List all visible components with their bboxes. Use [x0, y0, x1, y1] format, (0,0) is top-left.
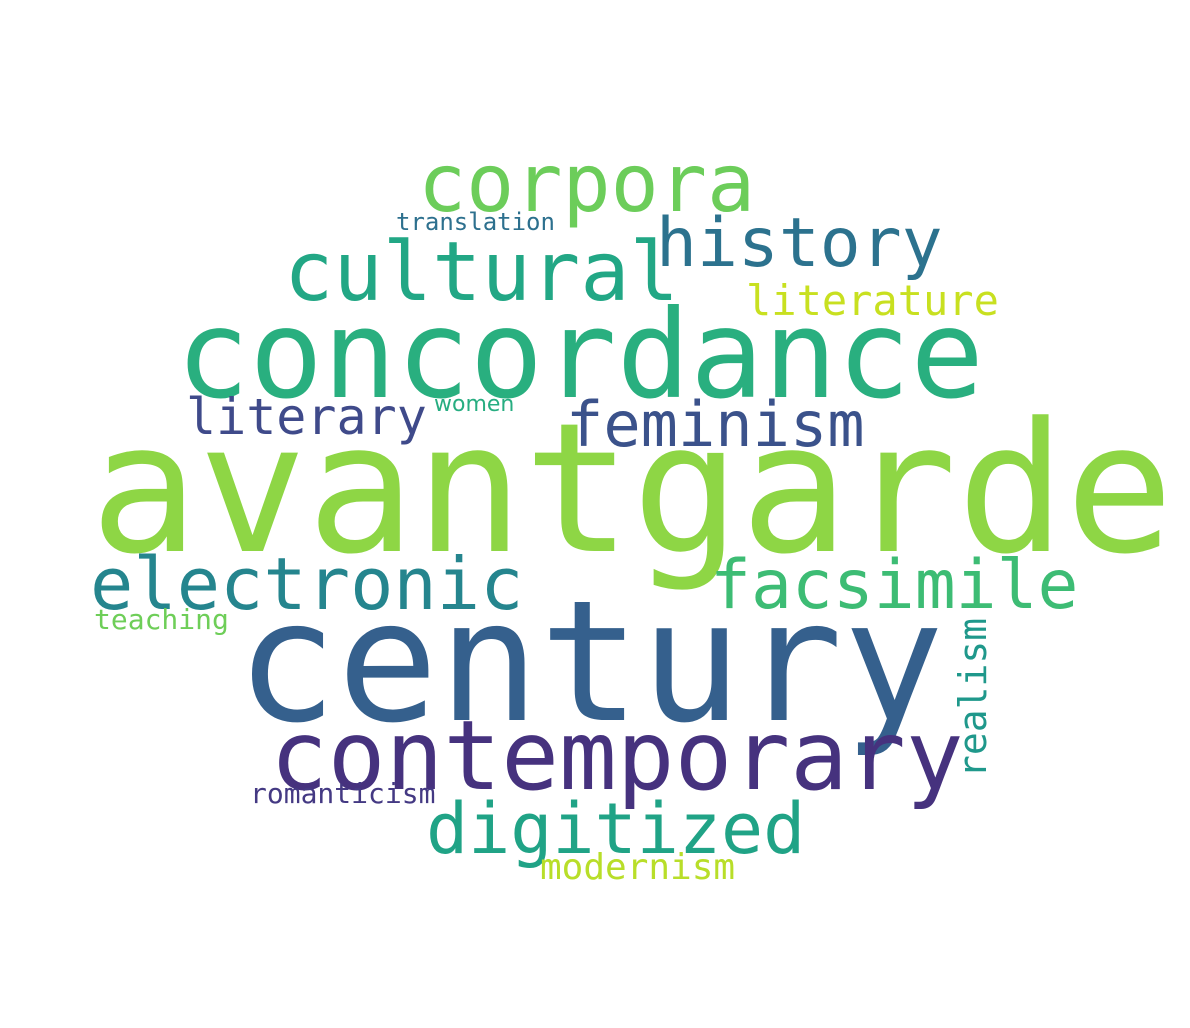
word-history: history — [656, 204, 943, 283]
word-women: women — [434, 392, 515, 417]
word-concordance: concordance — [176, 284, 984, 426]
word-romanticism: romanticism — [250, 777, 436, 810]
word-literary: literary — [186, 388, 427, 446]
word-modernism: modernism — [540, 847, 736, 888]
word-cultural: cultural — [284, 225, 679, 320]
word-teaching: teaching — [94, 603, 229, 636]
word-literature: literature — [746, 276, 999, 325]
word-electronic: electronic — [90, 542, 524, 626]
word-century: century — [236, 564, 945, 760]
word-avantgarde: avantgarde — [90, 385, 1174, 594]
word-feminism: feminism — [566, 388, 865, 461]
word-facsimile: facsimile — [710, 546, 1079, 625]
word-realism: realism — [951, 617, 995, 778]
word-contemporary: contemporary — [270, 700, 964, 812]
word-translation: translation — [396, 208, 555, 236]
word-corpora: corpora — [418, 137, 756, 230]
word-digitized: digitized — [426, 788, 806, 870]
